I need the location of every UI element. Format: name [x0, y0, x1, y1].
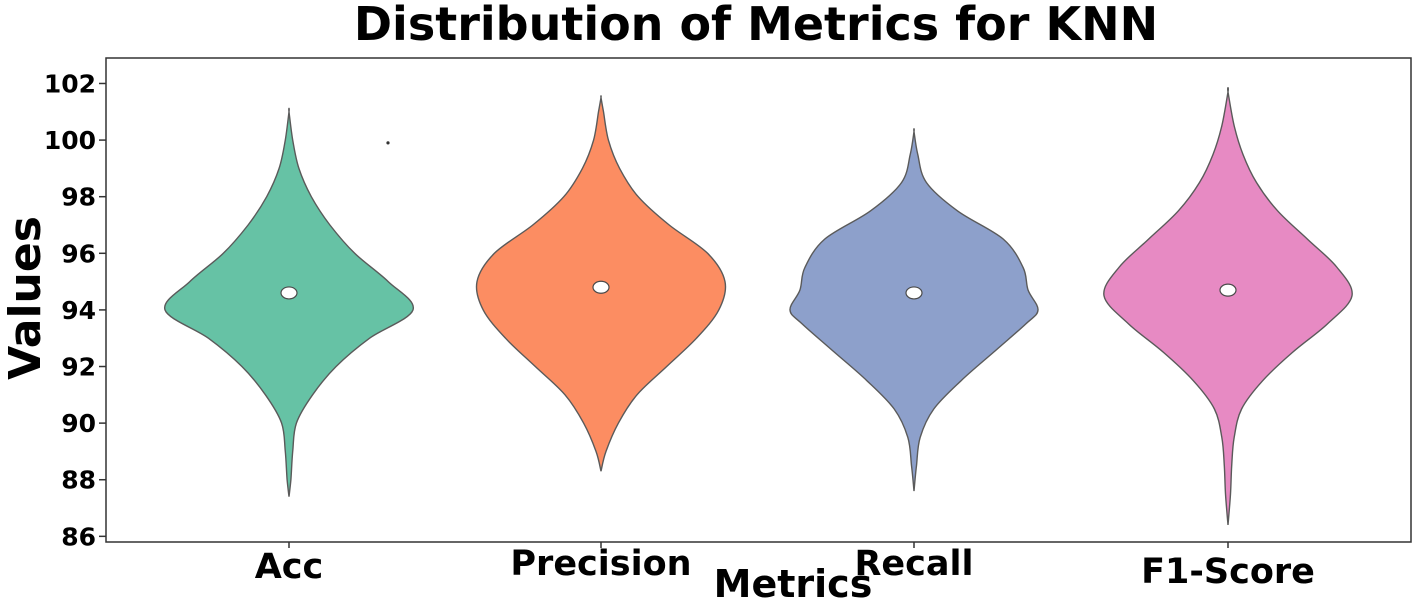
violin-acc: [164, 107, 414, 497]
chart-title: Distribution of Metrics for KNN: [354, 0, 1158, 51]
x-axis-label: Metrics: [714, 562, 873, 602]
x-tick-label: Recall: [854, 544, 973, 584]
median-marker: [905, 286, 923, 300]
plot-frame: [105, 57, 1412, 543]
y-tick-label: 102: [44, 69, 96, 98]
outlier-point: [386, 141, 390, 145]
violin-recall: [789, 128, 1039, 492]
y-tick-label: 96: [61, 239, 96, 268]
violin-f1-score: [1103, 87, 1353, 526]
y-tick-label: 94: [61, 296, 96, 325]
y-tick-label: 90: [61, 409, 96, 438]
outlier-layer: [386, 141, 390, 145]
x-tick-label: F1-Score: [1141, 552, 1315, 592]
y-axis-label: Values: [0, 216, 51, 380]
x-axis: Acc Precision Recall F1-Score: [255, 542, 1315, 592]
y-tick-label: 86: [61, 522, 96, 551]
y-tick-label: 98: [61, 183, 96, 212]
x-tick-label: Precision: [510, 544, 691, 584]
x-tick-label: Acc: [255, 547, 324, 587]
y-tick-label: 100: [44, 126, 96, 155]
median-marker: [592, 280, 610, 294]
y-tick-label: 88: [61, 466, 96, 495]
violin-layer: [164, 87, 1353, 526]
median-marker: [280, 286, 298, 300]
y-tick-label: 92: [61, 353, 96, 382]
median-marker: [1219, 283, 1237, 297]
y-axis: 86 88 90 92 94 96 98 100 102: [44, 69, 106, 551]
